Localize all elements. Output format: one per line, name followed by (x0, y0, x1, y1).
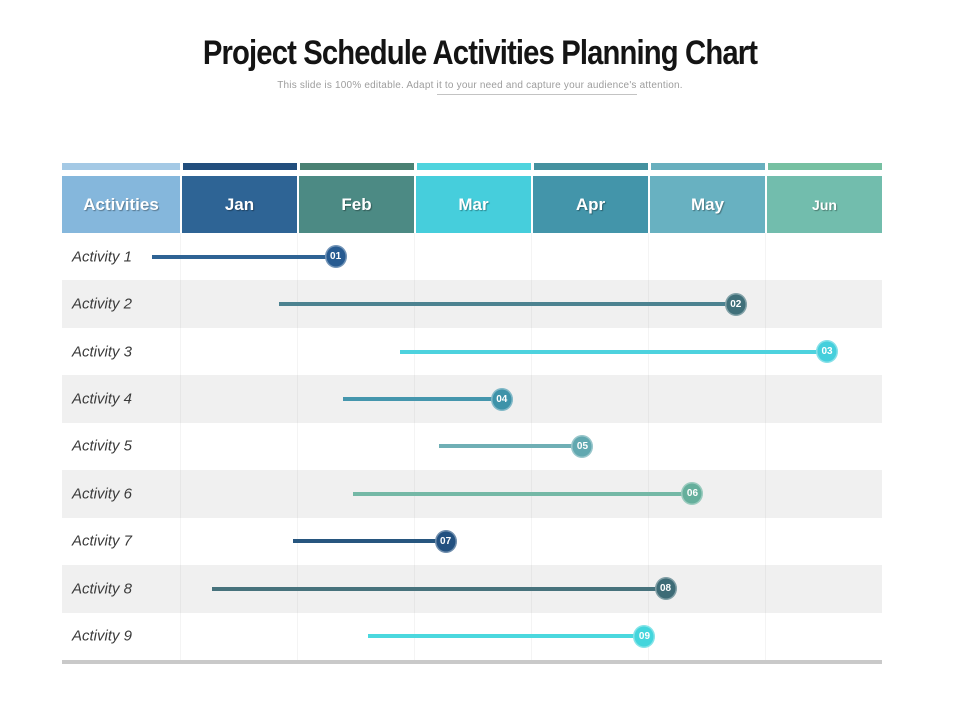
activity-row: Activity 7 07 (62, 518, 882, 565)
activity-label: Activity 5 (72, 437, 133, 455)
activity-bar (353, 491, 693, 496)
activity-bar (368, 634, 645, 639)
activity-badge: 08 (654, 577, 677, 601)
activity-bar (342, 397, 502, 402)
activity-bar (293, 539, 446, 544)
month-gridline (765, 233, 766, 660)
activity-bar (279, 302, 736, 307)
gantt-table: Activities Jan Feb Mar Apr May Jun Activity 1 0… (62, 163, 882, 664)
activity-badge: 06 (681, 482, 704, 506)
activity-label: Activity 9 (72, 627, 133, 645)
activity-row: Activity 9 09 (62, 613, 882, 660)
activity-bar (438, 444, 583, 449)
activity-label: Activity 3 (72, 343, 133, 361)
activity-row: Activity 3 03 (62, 328, 882, 375)
activity-label: Activity 2 (72, 295, 133, 313)
table-header-row: Activities Jan Feb Mar Apr May Jun (62, 176, 882, 233)
activity-badge: 05 (571, 434, 594, 458)
strip-jun (765, 163, 882, 170)
activity-label: Activity 6 (72, 485, 133, 503)
activity-label: Activity 8 (72, 580, 133, 598)
activity-label: Activity 4 (72, 390, 133, 408)
column-header-jun: Jun (765, 176, 882, 233)
activity-label: Activity 1 (72, 248, 133, 266)
activity-row: Activity 1 01 (62, 233, 882, 280)
column-header-apr: Apr (531, 176, 648, 233)
activity-row: Activity 6 06 (62, 470, 882, 518)
activity-badge: 01 (324, 245, 347, 269)
strip-mar (414, 163, 531, 170)
activity-row: Activity 2 02 (62, 280, 882, 328)
column-header-feb: Feb (297, 176, 414, 233)
activity-bar (151, 254, 336, 259)
activity-row: Activity 5 05 (62, 423, 882, 470)
activity-bar (211, 586, 666, 591)
month-gridline (648, 233, 649, 660)
month-gridline (297, 233, 298, 660)
subtitle-part2-underlined: it to your need and capture your audienc… (436, 80, 637, 95)
month-gridline (180, 233, 181, 660)
table-body: Activity 1 01 Activity 2 02 Activity 3 03 Acti… (62, 233, 882, 660)
activity-bar (399, 349, 827, 354)
page-subtitle: This slide is 100% editable. Adapt it to… (0, 80, 960, 95)
column-header-mar: Mar (414, 176, 531, 233)
column-header-activities: Activities (62, 176, 180, 233)
activity-label: Activity 7 (72, 532, 133, 550)
activity-row: Activity 8 08 (62, 565, 882, 613)
activity-badge: 04 (490, 387, 513, 411)
header-color-strip (62, 163, 882, 170)
activity-badge: 02 (724, 292, 747, 316)
activity-row: Activity 4 04 (62, 375, 882, 423)
activity-badge: 09 (633, 624, 656, 648)
activity-badge: 03 (816, 340, 838, 364)
subtitle-part1: This slide is 100% editable. Adapt (277, 80, 437, 91)
strip-feb (297, 163, 414, 170)
column-header-jan: Jan (180, 176, 297, 233)
month-gridline (414, 233, 415, 660)
subtitle-part3: attention. (636, 80, 683, 91)
strip-activities (62, 163, 180, 170)
column-header-may: May (648, 176, 765, 233)
strip-apr (531, 163, 648, 170)
strip-jan (180, 163, 297, 170)
table-bottom-border (62, 659, 882, 664)
activity-badge: 07 (434, 529, 457, 553)
strip-may (648, 163, 765, 170)
page-title: Project Schedule Activities Planning Cha… (202, 34, 758, 72)
